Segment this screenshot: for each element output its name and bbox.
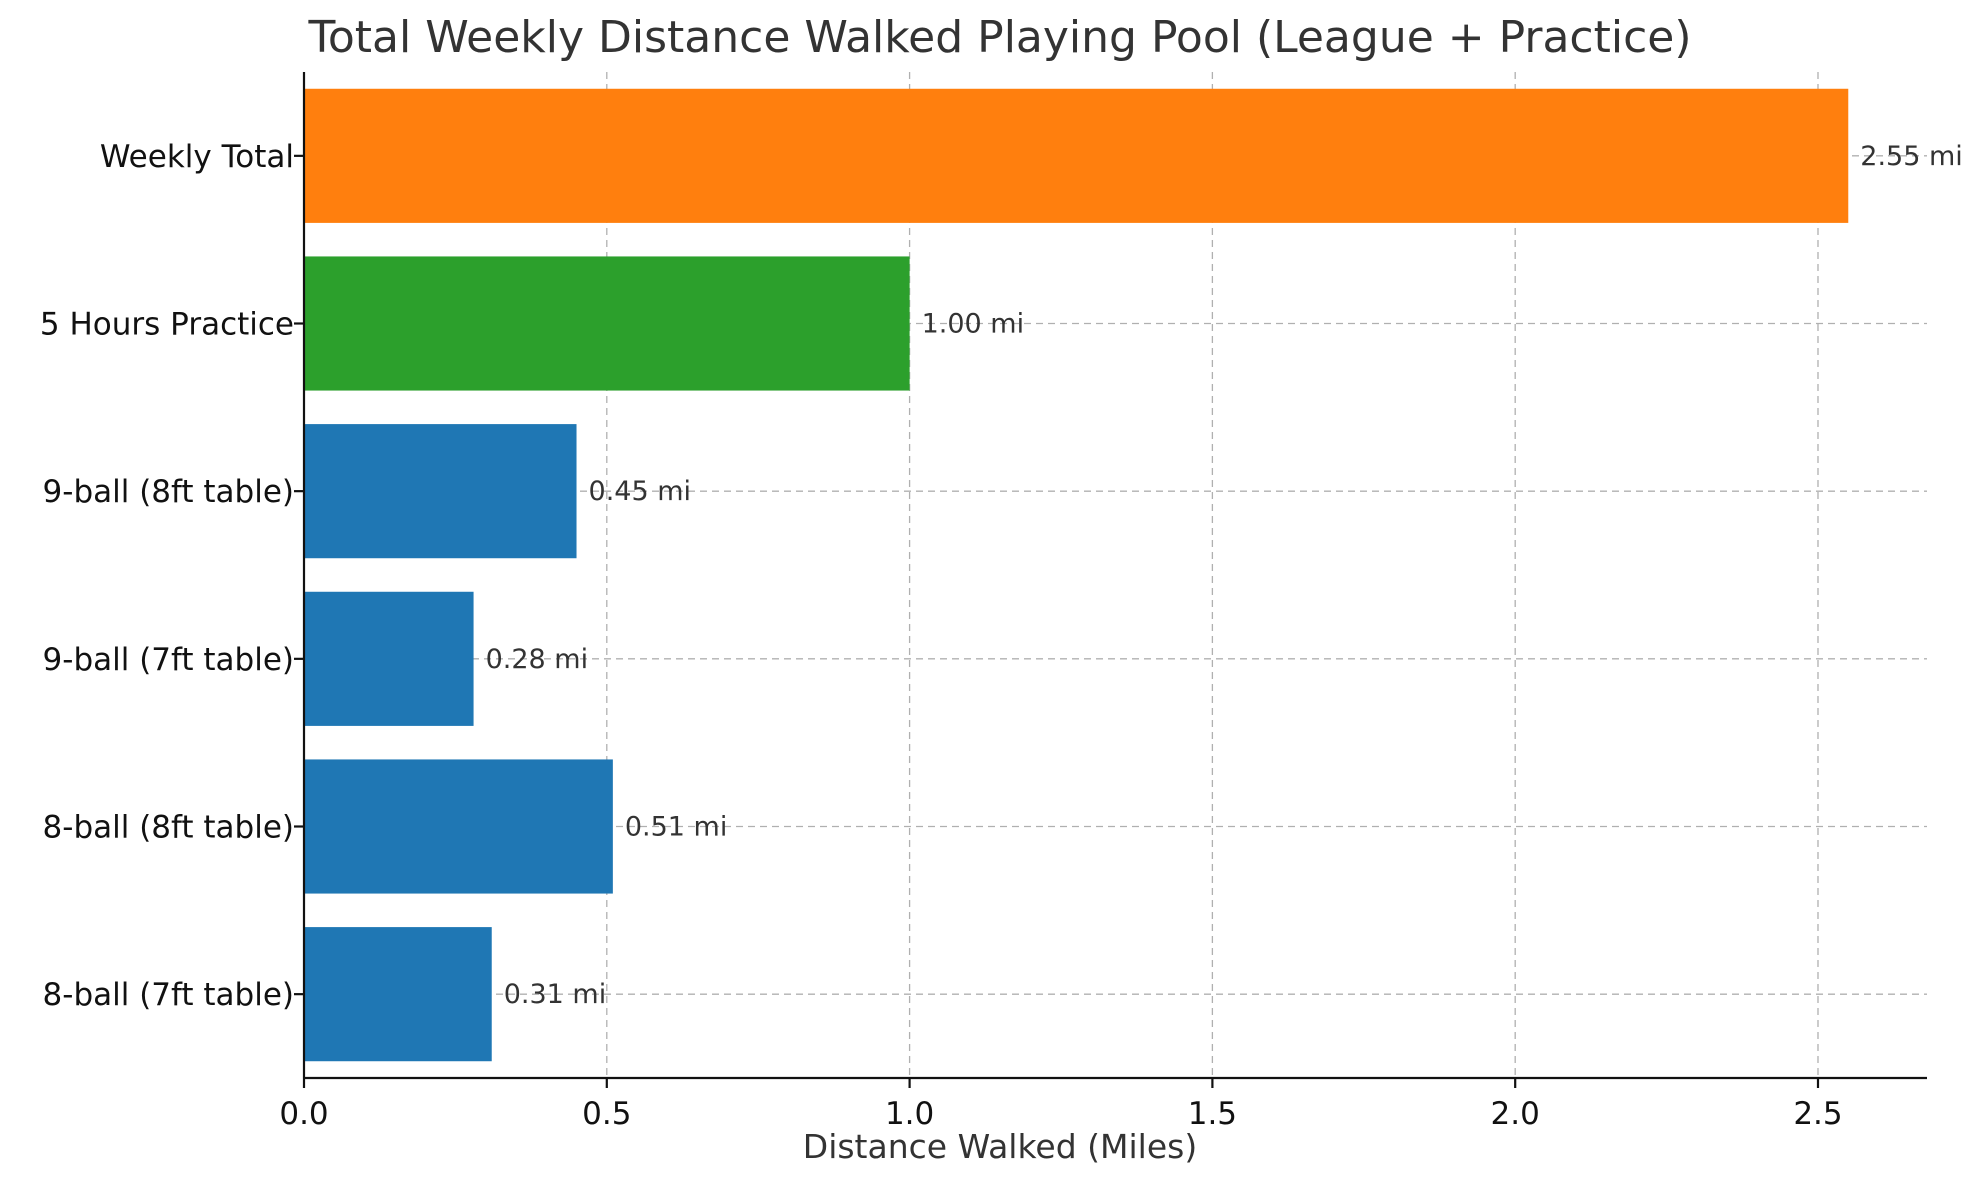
axis-layer: 0.0 0.5 1.0 1.5 2.0 2.5 8-ball (7ft table) 8-ba… — [40, 72, 1927, 1132]
bar — [304, 256, 910, 391]
bar-value-label: 0.28 mi — [486, 644, 589, 675]
y-tick-label: 5 Hours Practice — [40, 307, 294, 343]
data-label-layer: 0.31 mi 0.51 mi 0.28 mi 0.45 mi 1.00 mi 2.55 … — [486, 141, 1963, 1010]
bar — [304, 88, 1849, 223]
bar-value-label: 0.51 mi — [625, 812, 728, 843]
chart-title: Total Weekly Distance Walked Playing Poo… — [307, 12, 1691, 63]
bar-value-label: 1.00 mi — [922, 309, 1025, 340]
bar-value-label: 0.45 mi — [589, 476, 692, 507]
bar-value-label: 0.31 mi — [504, 979, 607, 1010]
y-tick-label: 8-ball (7ft table) — [43, 977, 294, 1013]
x-tick-label: 2.0 — [1491, 1096, 1540, 1132]
y-tick-label: 8-ball (8ft table) — [43, 810, 294, 846]
bar — [304, 424, 577, 559]
x-tick-label: 1.0 — [885, 1096, 934, 1132]
bar — [304, 591, 474, 726]
x-tick-label: 0.5 — [582, 1096, 631, 1132]
bar — [304, 927, 492, 1062]
x-tick-label: 0.0 — [279, 1096, 328, 1132]
y-tick-label: Weekly Total — [100, 139, 294, 175]
bar — [304, 759, 613, 894]
bar-layer — [304, 88, 1849, 1062]
x-tick-label: 1.5 — [1188, 1096, 1237, 1132]
x-tick-label: 2.5 — [1793, 1096, 1842, 1132]
bar-value-label: 2.55 mi — [1860, 141, 1963, 172]
x-axis-label: Distance Walked (Miles) — [803, 1127, 1197, 1166]
y-tick-label: 9-ball (8ft table) — [43, 474, 294, 510]
y-tick-label: 9-ball (7ft table) — [43, 642, 294, 678]
